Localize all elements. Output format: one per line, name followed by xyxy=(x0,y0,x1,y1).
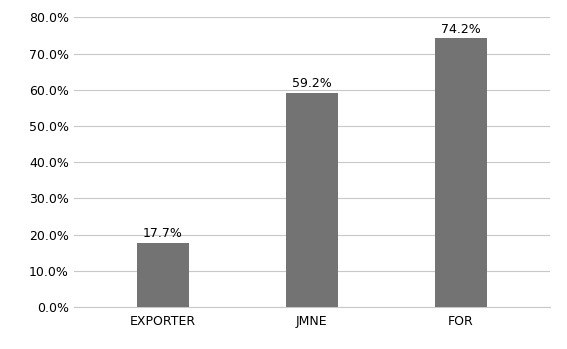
Bar xyxy=(435,38,486,307)
Text: 74.2%: 74.2% xyxy=(441,23,481,36)
Text: 59.2%: 59.2% xyxy=(292,77,332,90)
Bar xyxy=(137,243,189,307)
Bar xyxy=(286,93,338,307)
Text: 17.7%: 17.7% xyxy=(143,227,183,240)
